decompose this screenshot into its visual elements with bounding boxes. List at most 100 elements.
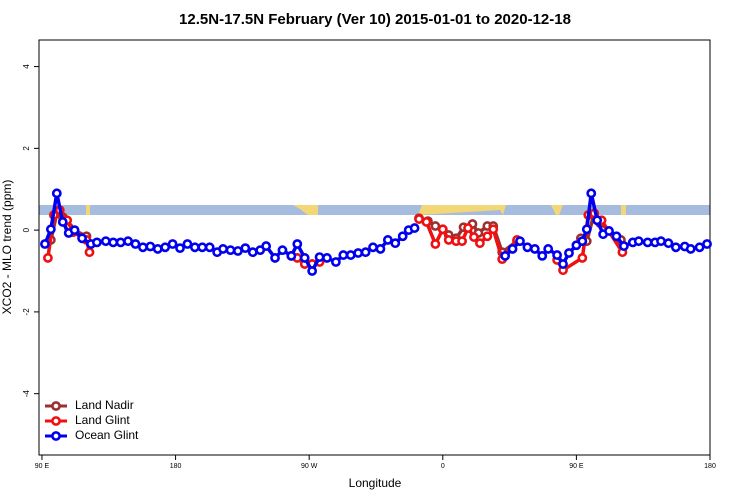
data-point bbox=[40, 239, 50, 249]
data-point bbox=[247, 247, 258, 258]
data-point bbox=[397, 231, 408, 242]
data-point bbox=[368, 242, 378, 253]
data-point bbox=[604, 226, 614, 236]
data-point bbox=[618, 241, 629, 251]
data-point bbox=[145, 241, 156, 252]
data-point bbox=[353, 248, 364, 258]
data-point bbox=[307, 266, 318, 276]
data-point bbox=[457, 236, 467, 247]
data-point bbox=[69, 225, 80, 236]
x-tick-label: 0 bbox=[441, 463, 445, 470]
x-tick-label: 180 bbox=[704, 463, 716, 470]
data-point bbox=[414, 214, 424, 224]
data-point bbox=[507, 244, 518, 254]
y-axis-label: XCO2 - MLO trend (ppm) bbox=[0, 180, 14, 315]
data-point bbox=[469, 232, 479, 242]
data-point bbox=[537, 250, 548, 261]
data-point bbox=[443, 235, 454, 245]
data-point bbox=[261, 241, 272, 251]
legend-label: Land Nadir bbox=[75, 398, 134, 412]
data-point bbox=[475, 238, 485, 249]
data-point bbox=[108, 237, 119, 248]
data-point bbox=[375, 244, 386, 254]
data-point bbox=[152, 244, 163, 254]
data-point bbox=[564, 248, 574, 258]
data-point bbox=[100, 236, 111, 247]
data-point bbox=[182, 239, 193, 249]
data-point bbox=[338, 250, 349, 260]
data-point bbox=[577, 253, 588, 263]
data-point bbox=[670, 242, 681, 253]
data-point bbox=[197, 242, 208, 253]
data-point bbox=[138, 242, 148, 253]
y-tick-label: 4 bbox=[22, 64, 31, 69]
data-point bbox=[430, 239, 441, 249]
data-point bbox=[218, 244, 228, 254]
x-tick-label: 180 bbox=[170, 463, 182, 470]
data-point bbox=[421, 217, 432, 227]
y-tick-label: 0 bbox=[22, 227, 31, 232]
x-tick-label: 90 W bbox=[301, 463, 318, 470]
x-tick-label: 90 E bbox=[35, 463, 50, 470]
data-point bbox=[299, 253, 310, 263]
data-point bbox=[51, 188, 62, 199]
data-point bbox=[175, 243, 185, 254]
legend-marker bbox=[51, 416, 61, 426]
data-point bbox=[581, 224, 592, 235]
data-point bbox=[270, 253, 280, 263]
data-point bbox=[360, 247, 371, 258]
y-tick-label: 2 bbox=[22, 146, 31, 151]
data-point bbox=[500, 250, 511, 261]
data-point bbox=[277, 245, 288, 256]
data-point bbox=[702, 239, 712, 249]
data-point bbox=[543, 244, 554, 254]
data-point bbox=[685, 244, 696, 254]
data-point bbox=[488, 224, 499, 235]
data-point bbox=[57, 217, 68, 227]
data-point bbox=[552, 250, 562, 260]
land-ocean-strip bbox=[39, 205, 710, 215]
data-point bbox=[633, 236, 644, 247]
x-axis-label: Longitude bbox=[349, 476, 402, 490]
land-patches bbox=[86, 205, 626, 215]
legend-label: Ocean Glint bbox=[75, 428, 139, 442]
data-point bbox=[390, 238, 401, 249]
data-point bbox=[240, 243, 251, 254]
data-point bbox=[694, 242, 705, 253]
legend-marker bbox=[51, 431, 61, 441]
data-point bbox=[430, 221, 441, 231]
data-point bbox=[225, 245, 236, 256]
data-point bbox=[77, 233, 87, 244]
data-point bbox=[463, 223, 473, 233]
data-point bbox=[189, 242, 200, 253]
y-tick-label: -2 bbox=[22, 308, 31, 316]
data-point bbox=[84, 247, 95, 258]
data-point bbox=[558, 259, 568, 269]
data-point bbox=[345, 250, 356, 260]
data-point bbox=[522, 242, 533, 253]
data-point bbox=[586, 188, 597, 199]
data-point bbox=[91, 237, 102, 248]
data-point bbox=[409, 223, 420, 233]
data-point bbox=[642, 237, 653, 248]
data-point bbox=[115, 237, 126, 248]
data-point bbox=[529, 244, 540, 254]
data-point bbox=[167, 239, 178, 249]
data-point bbox=[382, 235, 393, 245]
data-point bbox=[204, 242, 215, 253]
data-point bbox=[233, 246, 243, 256]
data-point bbox=[592, 215, 603, 226]
data-point bbox=[123, 236, 133, 247]
data-point bbox=[515, 236, 525, 247]
data-point bbox=[331, 257, 341, 267]
y-tick-label: -4 bbox=[22, 390, 31, 398]
series-line bbox=[49, 211, 623, 266]
data-point bbox=[437, 224, 448, 235]
data-point bbox=[482, 231, 493, 242]
data-point bbox=[611, 231, 622, 242]
data-point bbox=[130, 239, 141, 249]
data-point bbox=[160, 242, 171, 253]
data-point bbox=[577, 236, 588, 247]
data-point bbox=[43, 253, 53, 263]
